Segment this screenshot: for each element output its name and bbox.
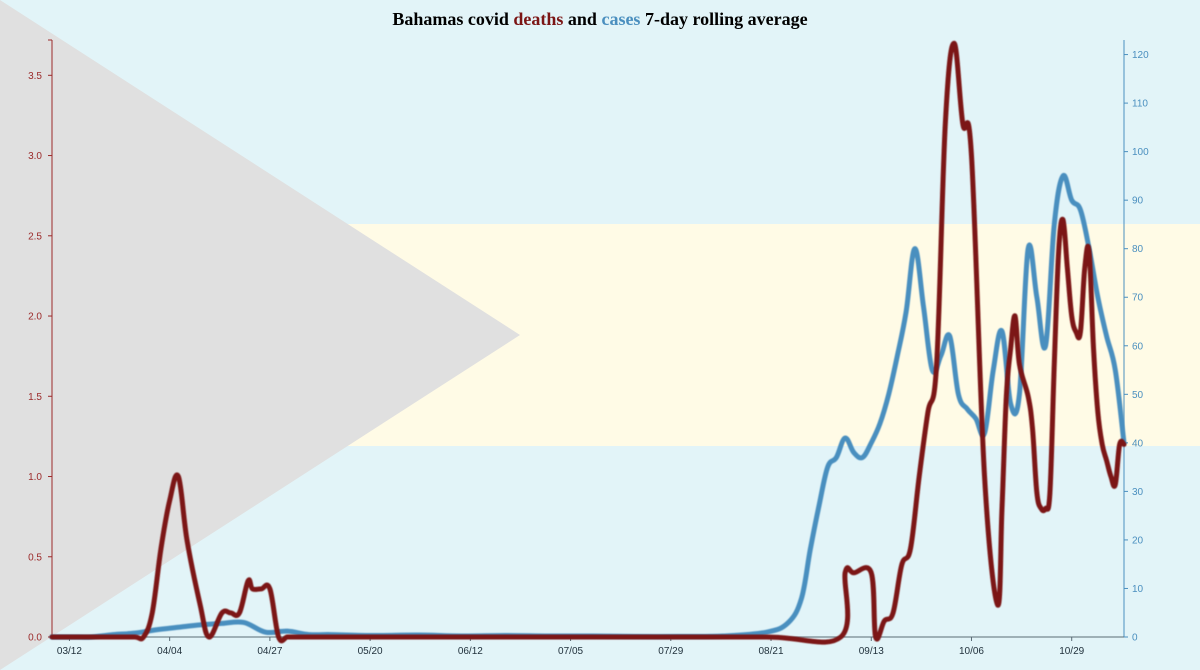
x-tick-label: 10/06 [959,646,984,657]
x-tick-label: 08/21 [759,646,784,657]
x-tick-label: 09/13 [859,646,884,657]
flag-triangle [0,0,520,670]
right-tick-label: 0 [1132,633,1138,644]
title-part-1: Bahamas covid [392,9,513,29]
title-deaths-word: deaths [513,9,563,29]
left-tick-label: 1.5 [28,392,42,403]
right-tick-label: 100 [1132,147,1149,158]
x-tick-label: 05/20 [358,646,383,657]
x-tick-label: 06/12 [458,646,483,657]
left-tick-label: 3.5 [28,71,42,82]
right-tick-label: 80 [1132,244,1144,255]
right-tick-label: 110 [1132,99,1148,110]
x-axis: 03/12 04/04 04/27 05/20 06/12 07/05 07/29 08/21… [52,636,1124,657]
left-tick-label: 3.0 [28,151,42,162]
x-tick-label: 04/04 [157,646,182,657]
right-tick-label: 40 [1132,438,1144,449]
right-tick-label: 60 [1132,341,1144,352]
title-part-3: and [563,9,601,29]
right-tick-label: 120 [1132,50,1149,61]
left-tick-label: 2.5 [28,231,42,242]
right-tick-label: 70 [1132,293,1144,304]
left-tick-label: 0.0 [28,633,42,644]
left-tick-label: 0.5 [28,552,42,563]
x-tick-label: 07/05 [558,646,583,657]
chart-title: Bahamas covid deaths and cases 7-day rol… [392,9,807,29]
right-tick-label: 90 [1132,196,1144,207]
right-tick-label: 10 [1132,584,1144,595]
right-axis: 0 10 20 30 40 50 60 70 80 90 100 110 120 [1123,40,1149,644]
x-tick-label: 04/27 [257,646,282,657]
title-cases-word: cases [601,9,640,29]
right-tick-label: 30 [1132,487,1144,498]
title: Bahamas covid deaths and cases 7-day rol… [392,9,807,29]
x-tick-label: 03/12 [57,646,82,657]
right-tick-label: 20 [1132,535,1144,546]
series-group [49,40,1127,645]
x-tick-label: 10/29 [1059,646,1084,657]
x-tick-label: 07/29 [658,646,683,657]
deaths-line [49,40,1127,645]
right-tick-label: 50 [1132,390,1144,401]
left-tick-label: 1.0 [28,472,42,483]
title-part-5: 7-day rolling average [640,9,807,29]
left-tick-label: 2.0 [28,312,42,323]
